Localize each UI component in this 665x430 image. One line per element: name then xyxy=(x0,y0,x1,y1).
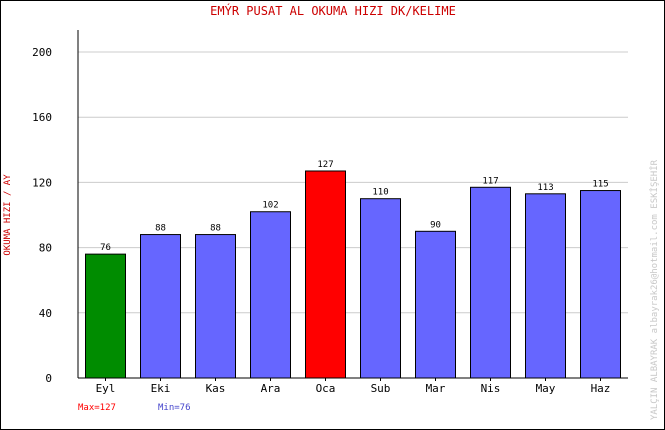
bar-eki xyxy=(140,234,181,379)
chart-title: EMÝR PUSAT AL OKUMA HIZI DK/KELIME xyxy=(210,3,456,18)
max-label: Max=127 xyxy=(78,403,116,413)
bar-oca xyxy=(305,170,346,379)
x-tick-label: Nis xyxy=(481,382,501,395)
bar-value-label: 117 xyxy=(482,176,498,186)
bar-may xyxy=(525,193,566,379)
x-tick-label: Ara xyxy=(261,382,281,395)
y-tick-label: 40 xyxy=(39,307,52,320)
bar-value-label: 110 xyxy=(372,188,388,198)
bar-value-label: 90 xyxy=(430,220,441,230)
bar-sub xyxy=(360,198,401,379)
x-tick-label: Oca xyxy=(316,382,336,395)
x-tick-label: Eki xyxy=(151,382,171,395)
min-label: Min=76 xyxy=(158,403,191,413)
bar-value-label: 76 xyxy=(100,243,111,253)
y-tick-label: 200 xyxy=(32,46,52,59)
y-tick-label: 120 xyxy=(32,176,52,189)
x-tick-label: May xyxy=(536,382,556,395)
x-tick-label: Kas xyxy=(206,382,226,395)
y-tick-label: 160 xyxy=(32,111,52,124)
x-tick-label: Eyl xyxy=(96,382,116,395)
bar-value-label: 113 xyxy=(537,183,553,193)
bar-eyl xyxy=(85,253,126,379)
bar-mar xyxy=(415,230,456,379)
bar-value-label: 88 xyxy=(210,224,221,234)
bar-nis xyxy=(470,186,511,379)
y-tick-label: 80 xyxy=(39,242,52,255)
watermark-text: YALÇIN ALBAYRAK albayrak26@hotmail.com E… xyxy=(649,159,660,420)
bar-kas xyxy=(195,234,236,379)
y-tick-label: 0 xyxy=(45,372,52,385)
x-tick-label: Haz xyxy=(591,382,611,395)
bar-value-label: 115 xyxy=(592,180,608,190)
bar-value-label: 102 xyxy=(262,201,278,211)
y-axis-label: OKUMA HIZI / AY xyxy=(3,174,13,256)
x-tick-label: Mar xyxy=(426,382,446,395)
x-tick-label: Sub xyxy=(371,382,391,395)
bar-haz xyxy=(580,190,621,379)
bar-ara xyxy=(250,211,291,379)
bar-value-label: 127 xyxy=(317,160,333,170)
bar-value-label: 88 xyxy=(155,224,166,234)
